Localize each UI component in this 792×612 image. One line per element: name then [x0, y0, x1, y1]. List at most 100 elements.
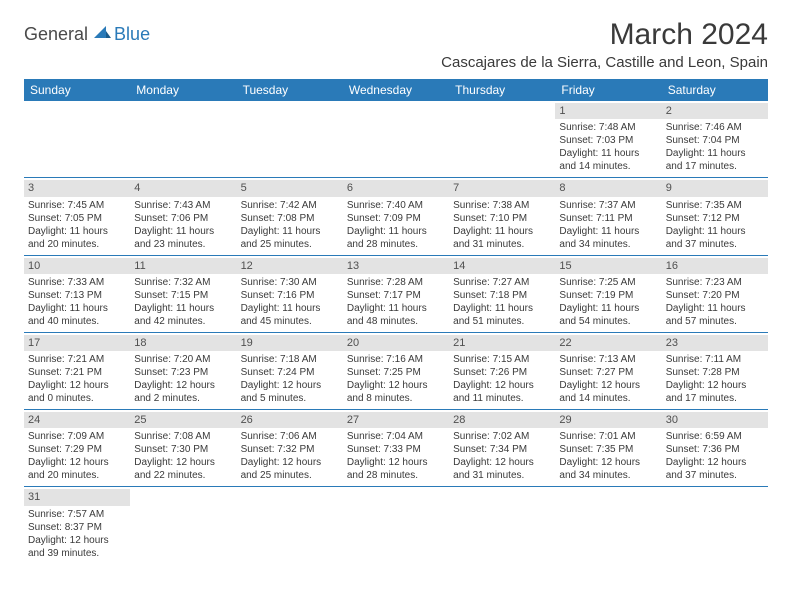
- date-number: 5: [237, 180, 343, 196]
- weeks-container: 1Sunrise: 7:48 AMSunset: 7:03 PMDaylight…: [24, 101, 768, 564]
- date-number: 29: [555, 412, 661, 428]
- date-number: 3: [24, 180, 130, 196]
- cell-day1: Daylight: 12 hours: [134, 379, 232, 392]
- cell-sunset: Sunset: 7:30 PM: [134, 443, 232, 456]
- cell-day2: and 31 minutes.: [453, 238, 551, 251]
- cell-day1: Daylight: 12 hours: [347, 456, 445, 469]
- cell-sunset: Sunset: 7:11 PM: [559, 212, 657, 225]
- cell-sunrise: Sunrise: 7:32 AM: [134, 276, 232, 289]
- cell-sunrise: Sunrise: 7:45 AM: [28, 199, 126, 212]
- cell-sunrise: Sunrise: 7:43 AM: [134, 199, 232, 212]
- calendar-cell: [662, 487, 768, 563]
- calendar-cell: 25Sunrise: 7:08 AMSunset: 7:30 PMDayligh…: [130, 410, 236, 486]
- cell-sunset: Sunset: 7:17 PM: [347, 289, 445, 302]
- date-number: 10: [24, 258, 130, 274]
- calendar-cell: 22Sunrise: 7:13 AMSunset: 7:27 PMDayligh…: [555, 333, 661, 409]
- cell-sunrise: Sunrise: 7:46 AM: [666, 121, 764, 134]
- calendar-cell: 27Sunrise: 7:04 AMSunset: 7:33 PMDayligh…: [343, 410, 449, 486]
- cell-sunrise: Sunrise: 7:16 AM: [347, 353, 445, 366]
- cell-sunrise: Sunrise: 7:20 AM: [134, 353, 232, 366]
- cell-sunset: Sunset: 7:21 PM: [28, 366, 126, 379]
- cell-day2: and 45 minutes.: [241, 315, 339, 328]
- calendar-cell: 28Sunrise: 7:02 AMSunset: 7:34 PMDayligh…: [449, 410, 555, 486]
- cell-day1: Daylight: 12 hours: [559, 456, 657, 469]
- cell-day1: Daylight: 12 hours: [666, 456, 764, 469]
- cell-day2: and 51 minutes.: [453, 315, 551, 328]
- cell-sunset: Sunset: 7:26 PM: [453, 366, 551, 379]
- cell-day2: and 5 minutes.: [241, 392, 339, 405]
- cell-day2: and 39 minutes.: [28, 547, 126, 560]
- cell-day1: Daylight: 11 hours: [241, 302, 339, 315]
- cell-day1: Daylight: 11 hours: [347, 302, 445, 315]
- calendar-cell: [449, 487, 555, 563]
- cell-sunset: Sunset: 8:37 PM: [28, 521, 126, 534]
- calendar-cell: 3 Sunrise: 7:45 AMSunset: 7:05 PMDaylight…: [24, 178, 130, 254]
- cell-sunrise: Sunrise: 7:42 AM: [241, 199, 339, 212]
- cell-day1: Daylight: 12 hours: [241, 379, 339, 392]
- cell-sunrise: Sunrise: 7:21 AM: [28, 353, 126, 366]
- calendar: Sunday Monday Tuesday Wednesday Thursday…: [24, 79, 768, 564]
- calendar-cell: [343, 487, 449, 563]
- day-headers: Sunday Monday Tuesday Wednesday Thursday…: [24, 79, 768, 101]
- day-header-thu: Thursday: [449, 79, 555, 101]
- calendar-cell: 24Sunrise: 7:09 AMSunset: 7:29 PMDayligh…: [24, 410, 130, 486]
- cell-sunrise: Sunrise: 7:48 AM: [559, 121, 657, 134]
- cell-sunset: Sunset: 7:06 PM: [134, 212, 232, 225]
- cell-day2: and 0 minutes.: [28, 392, 126, 405]
- cell-sunrise: Sunrise: 7:04 AM: [347, 430, 445, 443]
- calendar-week: 3Sunrise: 7:45 AMSunset: 7:05 PMDaylight…: [24, 178, 768, 255]
- date-number: 25: [130, 412, 236, 428]
- cell-day1: Daylight: 11 hours: [134, 302, 232, 315]
- cell-day1: Daylight: 11 hours: [453, 225, 551, 238]
- cell-day2: and 25 minutes.: [241, 469, 339, 482]
- day-header-wed: Wednesday: [343, 79, 449, 101]
- calendar-cell: 19Sunrise: 7:18 AMSunset: 7:24 PMDayligh…: [237, 333, 343, 409]
- cell-sunrise: Sunrise: 7:40 AM: [347, 199, 445, 212]
- date-number: 31: [24, 489, 130, 505]
- cell-sunrise: Sunrise: 7:28 AM: [347, 276, 445, 289]
- calendar-cell: [24, 101, 130, 177]
- date-number: 23: [662, 335, 768, 351]
- cell-sunset: Sunset: 7:20 PM: [666, 289, 764, 302]
- date-number: 21: [449, 335, 555, 351]
- cell-sunrise: Sunrise: 7:15 AM: [453, 353, 551, 366]
- cell-day2: and 28 minutes.: [347, 238, 445, 251]
- calendar-cell: 7Sunrise: 7:38 AMSunset: 7:10 PMDaylight…: [449, 178, 555, 254]
- date-number: 28: [449, 412, 555, 428]
- cell-day2: and 20 minutes.: [28, 238, 126, 251]
- day-header-sat: Saturday: [662, 79, 768, 101]
- cell-sunset: Sunset: 7:04 PM: [666, 134, 764, 147]
- calendar-cell: 16Sunrise: 7:23 AMSunset: 7:20 PMDayligh…: [662, 256, 768, 332]
- date-number: 6: [343, 180, 449, 196]
- calendar-cell: 17Sunrise: 7:21 AMSunset: 7:21 PMDayligh…: [24, 333, 130, 409]
- cell-day1: Daylight: 12 hours: [241, 456, 339, 469]
- cell-day2: and 11 minutes.: [453, 392, 551, 405]
- calendar-cell: 21 Sunrise: 7:15 AMSunset: 7:26 PMDayligh…: [449, 333, 555, 409]
- title-block: March 2024 Cascajares de la Sierra, Cast…: [441, 18, 768, 71]
- cell-sunset: Sunset: 7:24 PM: [241, 366, 339, 379]
- cell-day1: Daylight: 11 hours: [666, 147, 764, 160]
- cell-sunset: Sunset: 7:12 PM: [666, 212, 764, 225]
- cell-sunset: Sunset: 7:36 PM: [666, 443, 764, 456]
- cell-day1: Daylight: 11 hours: [28, 225, 126, 238]
- day-header-mon: Monday: [130, 79, 236, 101]
- cell-day2: and 28 minutes.: [347, 469, 445, 482]
- cell-sunrise: Sunrise: 7:27 AM: [453, 276, 551, 289]
- calendar-cell: 30Sunrise: 6:59 AMSunset: 7:36 PMDayligh…: [662, 410, 768, 486]
- calendar-cell: 26Sunrise: 7:06 AMSunset: 7:32 PMDayligh…: [237, 410, 343, 486]
- calendar-cell: 9Sunrise: 7:35 AMSunset: 7:12 PMDaylight…: [662, 178, 768, 254]
- cell-sunrise: Sunrise: 7:08 AM: [134, 430, 232, 443]
- cell-sunset: Sunset: 7:05 PM: [28, 212, 126, 225]
- cell-day1: Daylight: 11 hours: [559, 225, 657, 238]
- cell-day1: Daylight: 12 hours: [453, 379, 551, 392]
- cell-sunrise: Sunrise: 7:35 AM: [666, 199, 764, 212]
- cell-sunset: Sunset: 7:19 PM: [559, 289, 657, 302]
- cell-sunset: Sunset: 7:28 PM: [666, 366, 764, 379]
- calendar-cell: [130, 101, 236, 177]
- date-number: 18: [130, 335, 236, 351]
- cell-sunset: Sunset: 7:03 PM: [559, 134, 657, 147]
- cell-day2: and 2 minutes.: [134, 392, 232, 405]
- cell-sunrise: Sunrise: 7:06 AM: [241, 430, 339, 443]
- date-number: 26: [237, 412, 343, 428]
- cell-sunrise: Sunrise: 7:18 AM: [241, 353, 339, 366]
